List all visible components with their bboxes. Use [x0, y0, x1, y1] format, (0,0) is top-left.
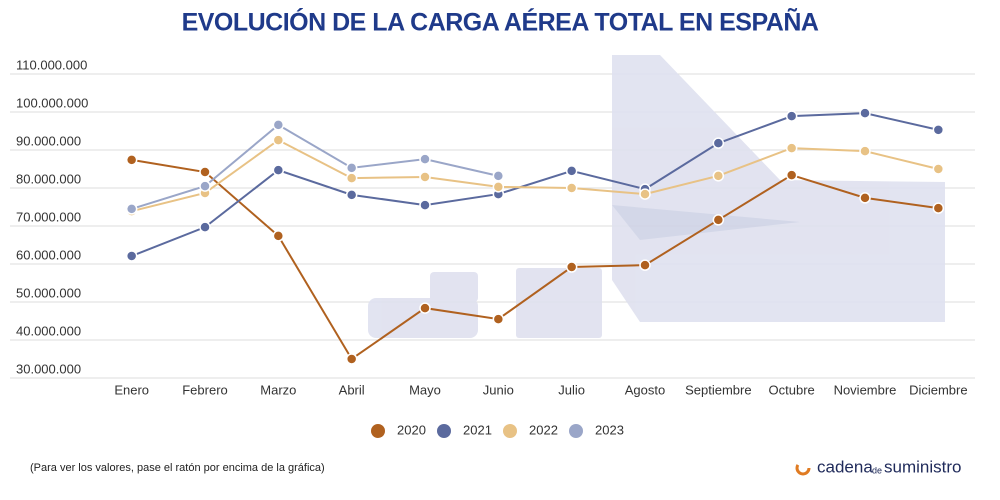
data-point — [492, 170, 505, 182]
data-point — [565, 165, 578, 177]
x-tick-label: Octubre — [769, 382, 815, 397]
data-point — [785, 169, 798, 181]
cargo-boxes — [516, 268, 602, 338]
truck-cab — [430, 272, 478, 302]
data-point — [565, 261, 578, 273]
data-point — [345, 353, 358, 365]
legend-label: 2023 — [595, 422, 624, 437]
data-point — [345, 172, 358, 184]
y-tick-label: 100.000.000 — [16, 95, 88, 110]
series-line — [131, 112, 939, 257]
data-point — [932, 124, 945, 136]
data-point — [272, 230, 285, 242]
data-point — [419, 153, 431, 165]
series-line — [131, 158, 939, 361]
data-point — [345, 189, 358, 201]
data-point — [859, 145, 871, 157]
y-tick-label: 110.000.000 — [16, 57, 87, 72]
footnote: (Para ver los valores, pase el ratón por… — [30, 462, 325, 474]
x-tick-label: Marzo — [260, 382, 296, 397]
data-point — [199, 166, 211, 178]
data-point — [272, 164, 285, 176]
chart-title: EVOLUCIÓN DE LA CARGA AÉREA TOTAL EN ESP… — [182, 7, 819, 37]
legend-marker — [371, 424, 385, 438]
plane-tail — [612, 55, 945, 322]
data-point — [712, 137, 725, 149]
legend-label: 2020 — [397, 422, 426, 437]
y-tick-label: 70.000.000 — [16, 209, 81, 224]
series-line — [131, 138, 939, 213]
data-point — [345, 162, 358, 174]
x-tick-label: Noviembre — [834, 382, 897, 397]
logo-text: de — [872, 465, 882, 475]
data-point — [932, 202, 945, 214]
data-point — [565, 182, 578, 194]
y-tick-label: 30.000.000 — [16, 361, 81, 376]
logo: cadena de suministro — [795, 457, 961, 476]
x-tick-label: Abril — [339, 382, 365, 397]
data-point — [639, 188, 651, 200]
data-point — [712, 170, 725, 182]
data-point — [785, 142, 798, 154]
y-tick-label: 80.000.000 — [16, 171, 81, 186]
plane-wing — [612, 205, 800, 240]
data-point — [125, 203, 138, 215]
x-tick-label: Junio — [483, 382, 514, 397]
y-tick-label: 40.000.000 — [16, 323, 81, 338]
data-point — [785, 110, 798, 122]
data-point — [492, 313, 505, 325]
data-point — [419, 199, 431, 211]
legend-label: 2022 — [529, 422, 558, 437]
data-point — [199, 180, 211, 192]
x-tick-label: Julio — [558, 382, 585, 397]
x-tick-label: Mayo — [409, 382, 441, 397]
data-point — [932, 163, 945, 175]
series-line — [131, 123, 499, 210]
data-point — [859, 107, 871, 119]
x-tick-label: Febrero — [182, 382, 228, 397]
data-point — [712, 214, 725, 226]
x-tick-label: Diciembre — [909, 382, 968, 397]
legend-marker — [503, 424, 517, 438]
y-tick-label: 60.000.000 — [16, 247, 81, 262]
y-tick-label: 90.000.000 — [16, 133, 81, 148]
data-point — [419, 171, 431, 183]
data-point — [859, 192, 871, 204]
x-tick-label: Agosto — [625, 382, 665, 397]
legend-marker — [569, 424, 583, 438]
legend-label: 2021 — [463, 422, 492, 437]
logo-icon — [795, 460, 811, 476]
x-tick-label: Septiembre — [685, 382, 751, 397]
logo-text: suministro — [884, 457, 961, 476]
data-point — [272, 119, 285, 131]
legend-marker — [437, 424, 451, 438]
logo-text: cadena — [817, 457, 873, 476]
data-point — [492, 181, 505, 193]
data-point — [125, 250, 138, 262]
data-point — [125, 154, 138, 166]
data-point — [419, 302, 431, 314]
y-tick-label: 50.000.000 — [16, 285, 81, 300]
x-tick-label: Enero — [114, 382, 149, 397]
data-point — [272, 134, 285, 146]
data-point — [199, 221, 211, 233]
data-point — [639, 259, 651, 271]
